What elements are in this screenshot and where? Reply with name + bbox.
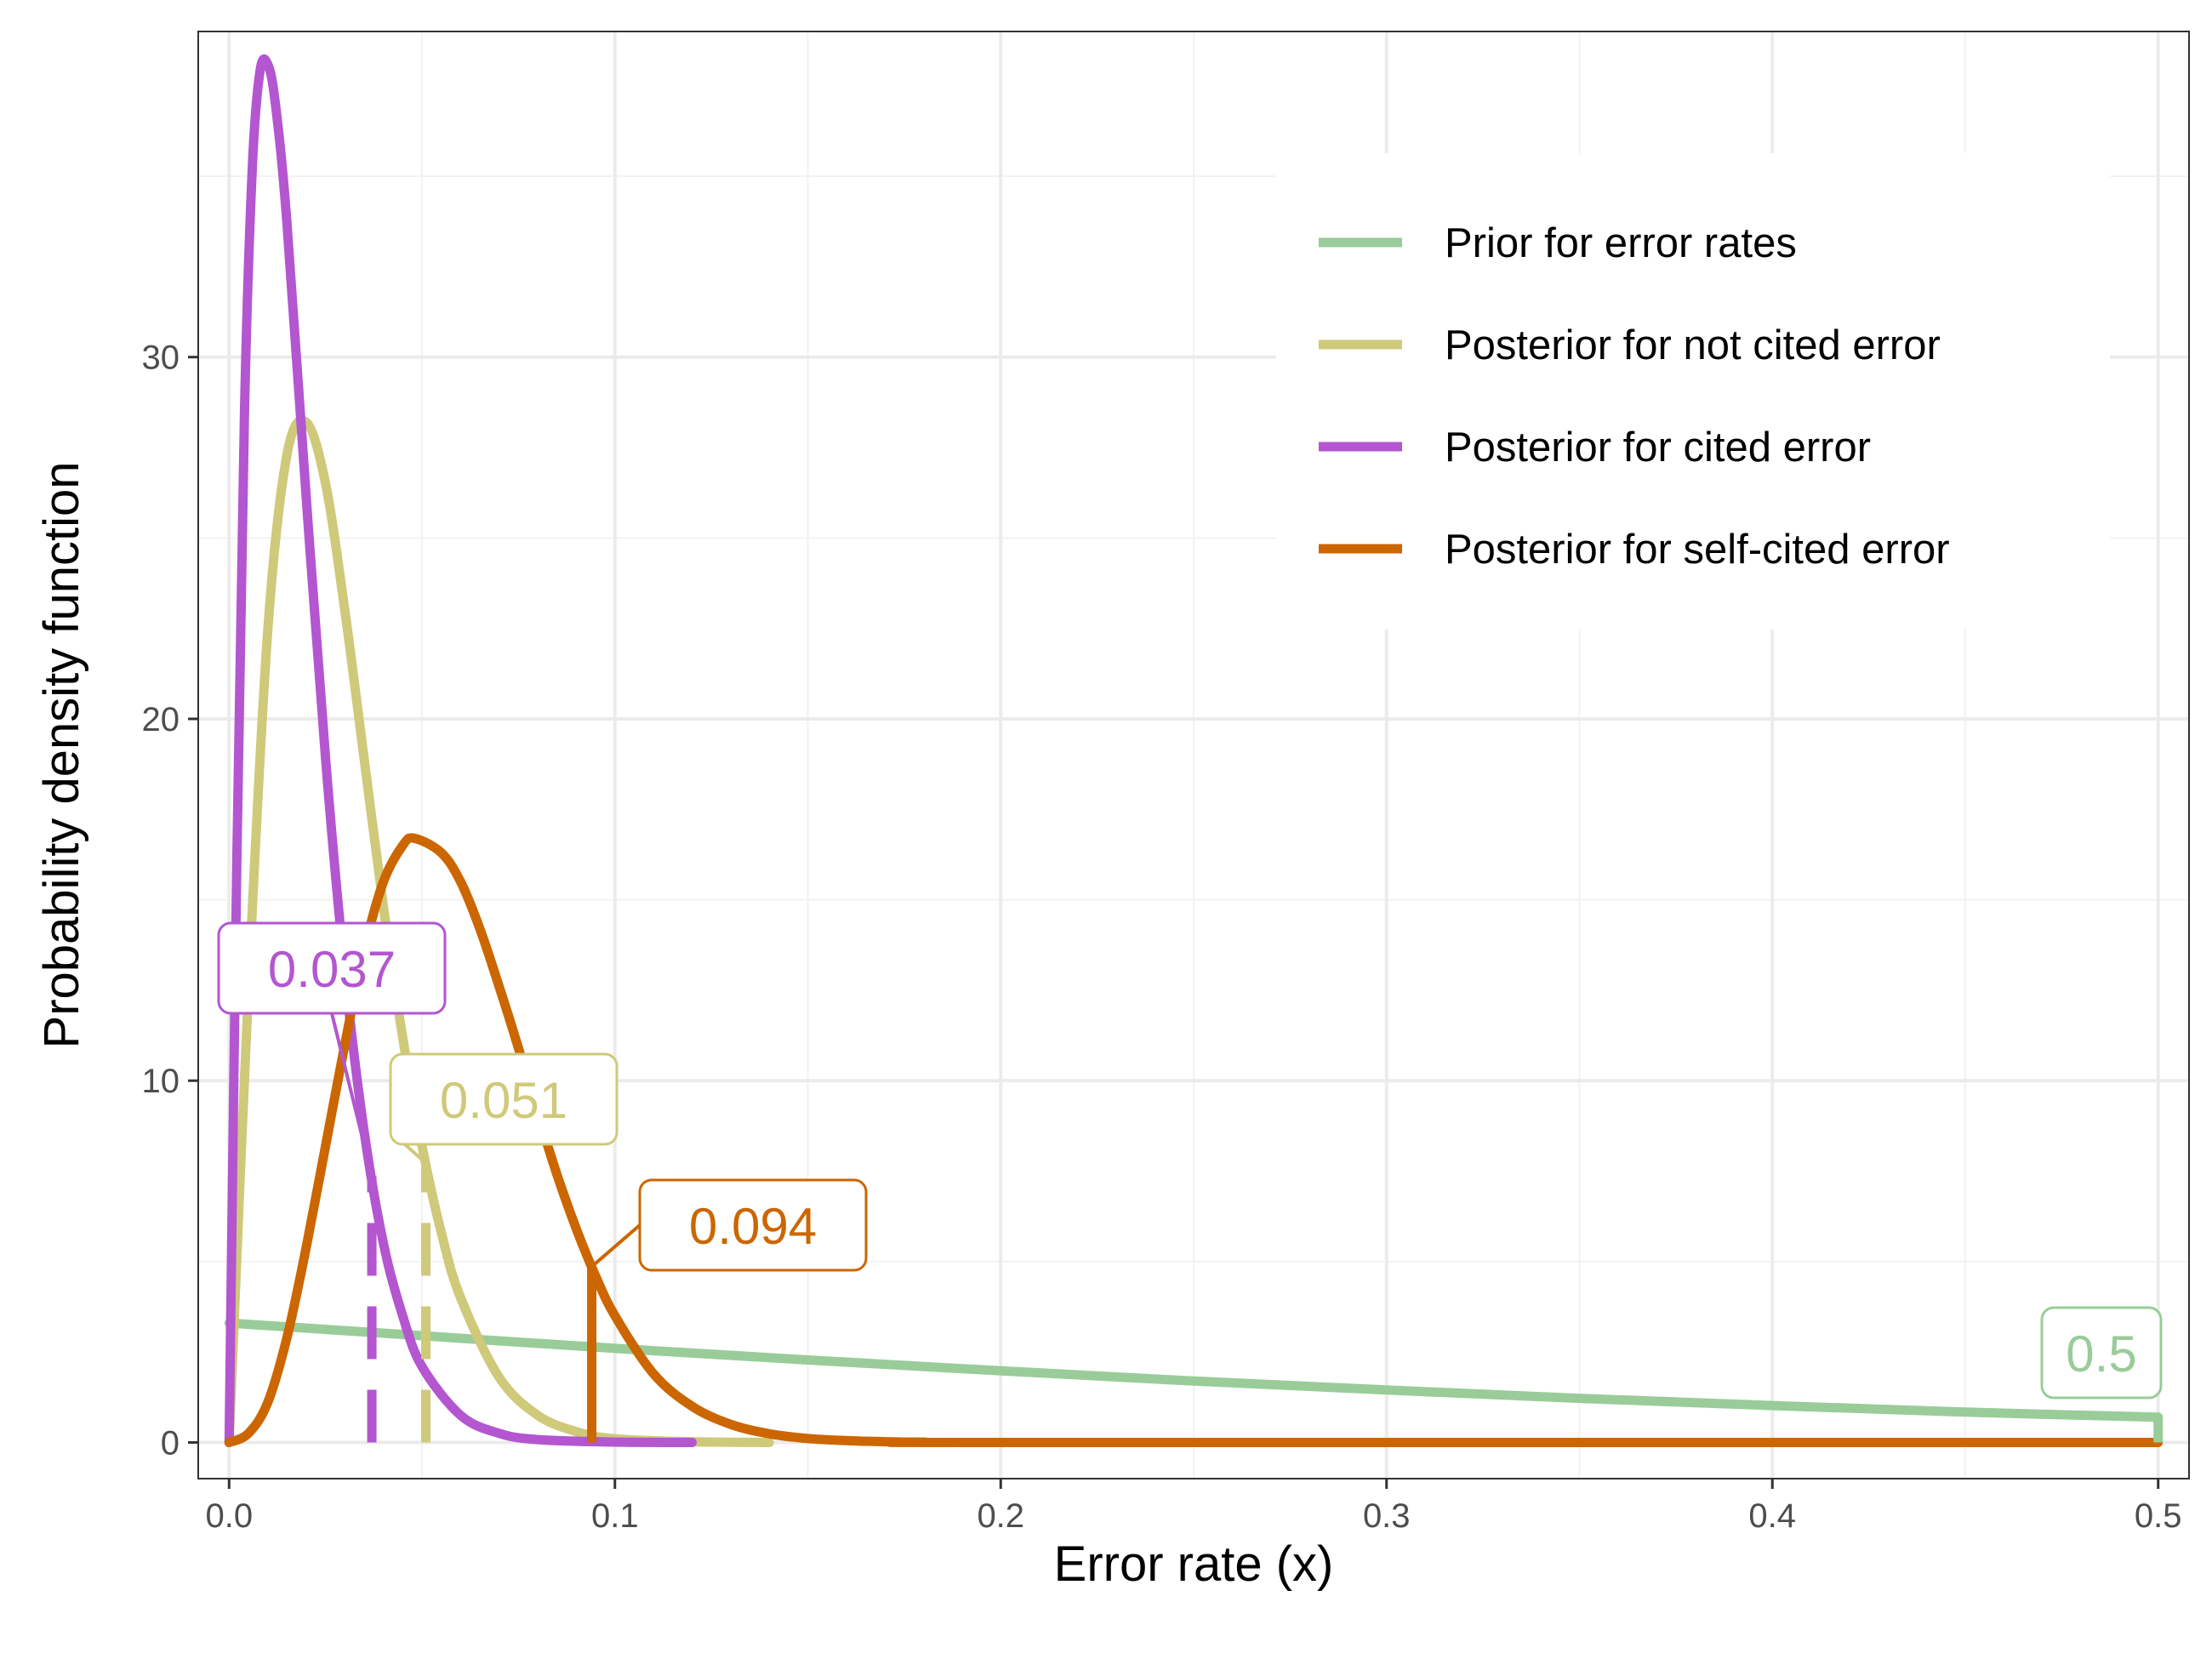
series-line-1 [224,1318,2164,1422]
callout-layer: 0.5 0.051 0.037 0.094 [217,921,2163,1400]
x-axis-title: Error rate (x) [1054,1536,1334,1592]
series-line-3 [224,54,697,1447]
callout-3: 0.037 [217,921,447,1177]
callout-label-3: 0.037 [268,941,396,998]
x-tick-label: 0.2 [977,1497,1024,1535]
y-axis-title: Probability density function [34,462,89,1049]
y-tick-label: 0 [161,1424,180,1462]
callout-box-3 [217,921,447,1015]
legend-background [1276,153,2110,630]
callout-box-1 [2040,1306,2163,1400]
x-tick-label: 0.1 [591,1497,639,1535]
legend: Prior for error rates Posterior for not c… [1276,153,2110,630]
axis-layer: 0.0 0.1 0.2 0.3 0.4 0.5 0 10 20 30 [142,339,2182,1535]
x-tick-label: 0.4 [1748,1497,1796,1535]
legend-label-4: Posterior for self-cited error [1445,527,1950,573]
series-line-2 [224,415,774,1447]
x-tick-label: 0.3 [1363,1497,1411,1535]
panel-border [197,31,2190,1479]
marker-layer [367,1163,2164,1443]
legend-label-3: Posterior for cited error [1445,425,1871,470]
callout-label-2: 0.051 [440,1072,567,1129]
y-tick-label: 10 [142,1063,180,1100]
x-tick-label: 0.0 [205,1497,253,1535]
callout-box-4 [638,1178,868,1272]
legend-label-2: Posterior for not cited error [1445,322,1941,368]
y-tick-label: 30 [142,339,180,377]
y-tick-label: 20 [142,701,180,738]
callout-2: 0.051 [389,1052,619,1165]
callout-leader-4 [590,1223,641,1268]
x-tick-label: 0.5 [2135,1497,2182,1535]
callout-label-1: 0.5 [2066,1325,2136,1382]
callout-label-4: 0.094 [689,1198,817,1255]
callout-1: 0.5 [2040,1306,2163,1400]
callout-leader-3 [330,1012,374,1177]
callout-box-2 [389,1052,619,1146]
callout-4: 0.094 [590,1178,868,1272]
legend-label-1: Prior for error rates [1445,220,1797,266]
